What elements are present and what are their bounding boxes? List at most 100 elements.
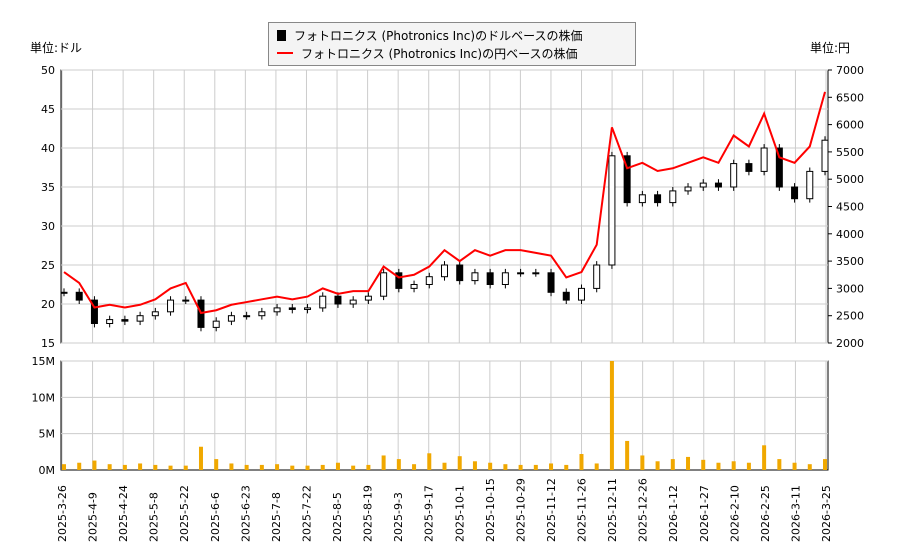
volume-bar: [381, 455, 386, 470]
black-square-icon: [277, 29, 286, 41]
x-tick-label: 2025-11-26: [576, 478, 589, 542]
volume-tick-label: 15M: [32, 355, 56, 368]
x-tick-label: 2025-12-26: [637, 478, 650, 542]
volume-bar: [168, 465, 173, 470]
candle: [121, 319, 129, 322]
left-tick-label: 20: [41, 298, 55, 311]
right-tick-label: 3500: [836, 255, 864, 268]
x-tick-label: 2025-4-24: [117, 485, 130, 542]
candle: [760, 147, 768, 172]
x-tick-label: 2026-2-10: [728, 485, 741, 542]
candle: [75, 291, 83, 301]
candle: [699, 182, 707, 188]
candle: [425, 276, 433, 286]
candle: [745, 163, 753, 172]
candle: [669, 190, 677, 204]
volume-bar: [335, 462, 340, 470]
left-tick-label: 25: [41, 259, 55, 272]
volume-bar: [488, 462, 493, 470]
volume-bar: [229, 463, 234, 470]
x-tick-label: 2026-3-11: [789, 485, 802, 542]
legend-label: フォトロニクス (Photronics Inc)のドルベースの株価: [294, 28, 583, 43]
x-tick-label: 2025-5-22: [178, 485, 191, 542]
volume-bar: [472, 461, 477, 470]
candle: [380, 272, 388, 297]
legend-item-jpy: フォトロニクス (Photronics Inc)の円ベースの株価: [277, 44, 577, 62]
candle: [577, 287, 585, 301]
volume-bar: [396, 459, 401, 470]
candle: [517, 272, 525, 275]
jpy-price-line: [63, 91, 826, 315]
candle: [441, 264, 448, 278]
x-tick-label: 2025-4-9: [87, 492, 100, 542]
volume-bar: [366, 464, 371, 470]
right-tick-label: 6000: [836, 119, 864, 132]
candle: [806, 170, 814, 200]
x-tick-label: 2026-1-12: [667, 485, 680, 542]
right-tick-label: 3000: [836, 282, 864, 295]
candle: [106, 319, 114, 325]
volume-bar: [533, 464, 538, 470]
volume-bar: [77, 462, 82, 470]
right-tick-label: 5000: [836, 173, 864, 186]
volume-bar: [594, 463, 599, 470]
volume-bar: [731, 461, 736, 470]
volume-bar: [549, 463, 554, 470]
legend-label: フォトロニクス (Photronics Inc)の円ベースの株価: [301, 46, 578, 61]
volume-tick-label: 5M: [39, 428, 56, 441]
x-tick-label: 2025-11-12: [545, 478, 558, 542]
candle: [608, 155, 616, 266]
candle: [791, 186, 799, 200]
x-tick-label: 2025-9-3: [392, 492, 405, 542]
right-tick-label: 4500: [836, 201, 864, 214]
left-tick-label: 15: [41, 337, 55, 350]
x-tick-label: 2025-9-17: [423, 485, 436, 542]
right-unit-label: 単位:円: [810, 41, 851, 55]
volume-tick-label: 10M: [32, 391, 56, 404]
candle: [243, 315, 251, 318]
candle: [547, 272, 555, 293]
volume-bar: [244, 464, 249, 470]
x-tick-label: 2025-8-19: [362, 485, 375, 542]
candle: [349, 299, 357, 305]
right-tick-label: 4000: [836, 228, 864, 241]
volume-bar: [92, 460, 97, 470]
candle: [151, 311, 159, 317]
x-tick-label: 2025-10-29: [514, 478, 527, 542]
volume-bar: [442, 462, 447, 470]
candle: [334, 295, 342, 305]
volume-bar: [518, 464, 523, 470]
candle: [638, 194, 646, 204]
candle: [273, 307, 281, 313]
legend-item-usd: フォトロニクス (Photronics Inc)のドルベースの株価: [277, 26, 582, 44]
volume-bar: [427, 453, 432, 470]
volume-bar: [503, 464, 508, 470]
candle: [410, 284, 418, 289]
candle: [288, 307, 296, 310]
candle: [182, 299, 190, 302]
x-tick-label: 2026-2-25: [759, 485, 772, 542]
volume-bar: [290, 465, 295, 470]
left-tick-label: 50: [41, 64, 55, 77]
volume-bar: [412, 464, 417, 470]
x-tick-label: 2025-8-5: [331, 492, 344, 542]
x-tick-label: 2025-6-6: [209, 492, 222, 542]
price-plot-area: [60, 69, 829, 344]
volume-bar: [670, 459, 675, 470]
x-tick-label: 2025-10-15: [484, 478, 497, 542]
candle: [486, 272, 494, 285]
x-tick-label: 2025-5-8: [148, 492, 161, 542]
volume-bar: [762, 445, 767, 470]
volume-bar: [807, 464, 812, 470]
candle: [212, 320, 220, 328]
volume-bar: [823, 459, 827, 470]
candle: [167, 299, 175, 313]
volume-bar: [640, 455, 645, 470]
volume-tick-label: 0M: [39, 464, 56, 477]
volume-bar: [153, 464, 158, 470]
x-tick-label: 2026-1-27: [698, 485, 711, 542]
candle: [593, 264, 601, 289]
candle: [821, 139, 829, 172]
candle: [471, 272, 479, 282]
